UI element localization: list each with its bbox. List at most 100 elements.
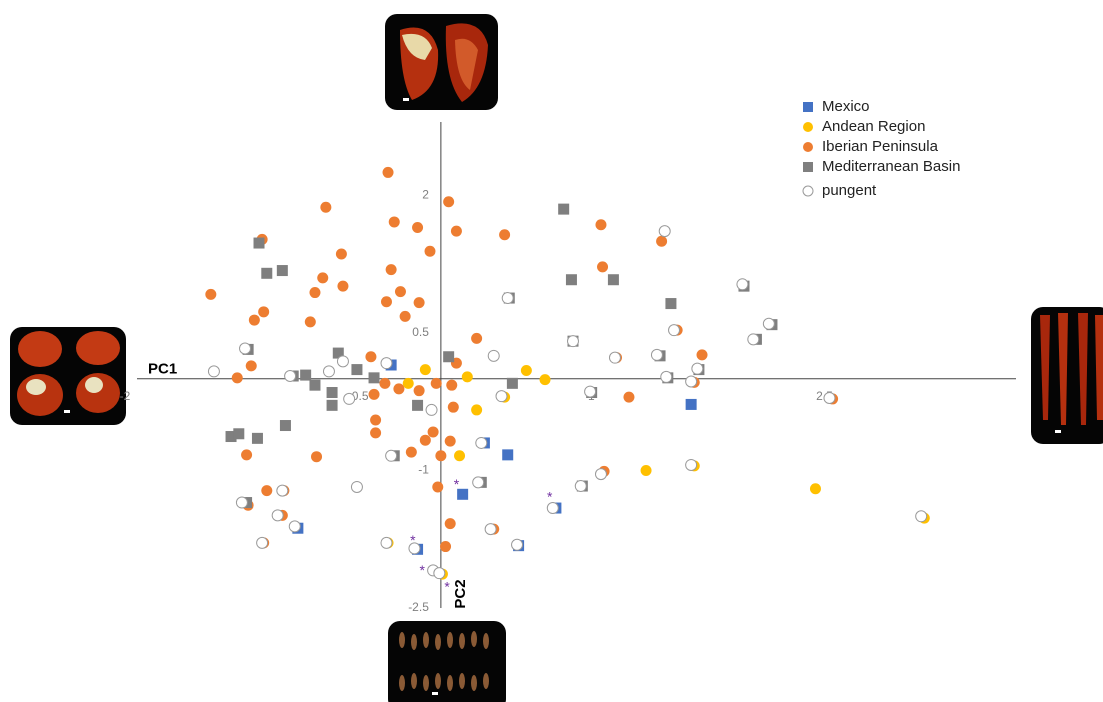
point [412, 221, 424, 233]
annotation: * [419, 562, 425, 578]
legend-label: pungent [822, 182, 877, 199]
point [484, 523, 497, 536]
legend-label: Mexico [822, 98, 870, 115]
point [326, 387, 338, 399]
y-tick-label: 2 [422, 188, 429, 202]
point [311, 451, 323, 463]
legend-label: Andean Region [822, 118, 925, 135]
point [685, 398, 697, 410]
point [685, 458, 698, 471]
point [320, 201, 332, 213]
point [279, 420, 291, 432]
point [408, 542, 421, 555]
point [205, 288, 217, 300]
point [546, 502, 559, 515]
point [399, 310, 411, 322]
point [499, 229, 511, 241]
point [368, 388, 380, 400]
point [623, 391, 635, 403]
point [471, 404, 483, 416]
photo-right [1031, 307, 1103, 444]
point [447, 401, 459, 413]
point [640, 464, 652, 476]
point [343, 392, 356, 405]
point [251, 432, 263, 444]
legend-label: Iberian Peninsula [822, 138, 939, 155]
point [261, 485, 273, 497]
point [454, 450, 466, 462]
point [461, 371, 473, 383]
point [326, 399, 338, 411]
point [823, 392, 836, 405]
point [495, 390, 508, 403]
point [565, 274, 577, 286]
point [317, 272, 329, 284]
point [450, 225, 462, 237]
point [595, 219, 607, 231]
point [506, 377, 518, 389]
point [487, 349, 500, 362]
point [413, 297, 425, 309]
point [419, 364, 431, 376]
point [276, 484, 289, 497]
annotation: * [444, 579, 450, 595]
point [427, 426, 439, 438]
point [433, 567, 446, 580]
point [809, 483, 821, 495]
point [607, 274, 619, 286]
point [501, 292, 514, 305]
point [425, 403, 438, 416]
annotation: * [410, 532, 416, 548]
point [261, 267, 273, 279]
annotation: * [454, 476, 460, 492]
point [656, 235, 668, 247]
point [444, 518, 456, 530]
point [336, 355, 349, 368]
y-axis-title: PC2 [452, 579, 469, 608]
point [276, 265, 288, 277]
point [309, 379, 321, 391]
point [271, 509, 284, 522]
point [584, 385, 597, 398]
y-tick-label: 0.5 [412, 325, 429, 339]
point [424, 245, 436, 257]
point [388, 216, 400, 228]
point [412, 399, 424, 411]
point [502, 449, 514, 461]
point [539, 374, 551, 386]
point [696, 349, 708, 361]
point [691, 362, 704, 375]
point [380, 536, 393, 549]
point [309, 287, 321, 299]
points: ***** [205, 166, 930, 595]
point [370, 414, 382, 426]
point [402, 377, 414, 389]
legend-symbol [803, 102, 813, 112]
point [443, 196, 455, 208]
point [256, 536, 269, 549]
point [337, 280, 349, 292]
point [380, 296, 392, 308]
point [440, 541, 452, 553]
point [658, 225, 671, 238]
point [430, 377, 442, 389]
point [380, 357, 393, 370]
point [432, 481, 444, 493]
annotation: * [547, 489, 553, 505]
legend: Mexico Andean Region Iberian Peninsula Medi… [802, 98, 960, 199]
point [207, 365, 220, 378]
point [457, 488, 469, 500]
point [379, 377, 391, 389]
point [393, 383, 405, 395]
point [235, 496, 248, 509]
legend-symbol [802, 185, 814, 197]
point [248, 314, 260, 326]
point [239, 342, 252, 355]
point [685, 375, 698, 388]
point [245, 360, 257, 372]
point [394, 286, 406, 298]
legend-symbol [803, 142, 813, 152]
point [443, 351, 455, 363]
point [405, 446, 417, 458]
